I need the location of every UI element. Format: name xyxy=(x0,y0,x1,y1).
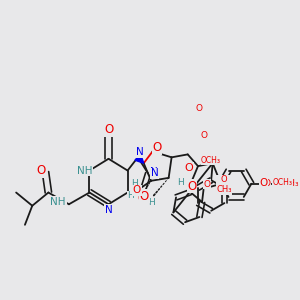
Text: N: N xyxy=(151,169,158,178)
Text: O: O xyxy=(264,178,271,188)
Text: O: O xyxy=(203,180,211,189)
Text: H: H xyxy=(148,198,154,207)
Text: OCH₃: OCH₃ xyxy=(201,156,221,165)
Text: O: O xyxy=(200,131,207,140)
Polygon shape xyxy=(135,154,144,163)
Text: H: H xyxy=(128,191,134,200)
Text: O
CH₃: O CH₃ xyxy=(216,175,232,194)
Text: H: H xyxy=(132,179,138,188)
Text: NH: NH xyxy=(77,166,93,176)
Text: NH: NH xyxy=(50,197,66,207)
Text: O: O xyxy=(133,185,141,196)
Text: O: O xyxy=(138,192,147,205)
Text: OCH₃: OCH₃ xyxy=(276,179,300,188)
Text: N: N xyxy=(150,167,158,177)
Text: N: N xyxy=(105,205,112,214)
Text: O: O xyxy=(188,180,197,193)
Text: O: O xyxy=(152,141,162,154)
Text: N: N xyxy=(136,147,144,157)
Text: O: O xyxy=(195,104,203,113)
Text: N: N xyxy=(142,191,150,201)
Text: H: H xyxy=(178,178,184,187)
Text: O: O xyxy=(185,163,194,172)
Text: OCH₃: OCH₃ xyxy=(273,178,293,188)
Text: O: O xyxy=(36,164,46,177)
Text: O: O xyxy=(259,178,268,188)
Text: O: O xyxy=(140,190,149,203)
Text: O: O xyxy=(104,123,113,136)
